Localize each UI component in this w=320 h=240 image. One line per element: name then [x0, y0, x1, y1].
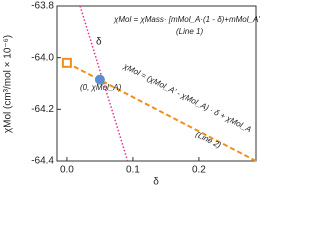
series-line — [79, 5, 129, 162]
chart: χMol (cm³/mol × 10⁻⁶) δ -64.4 -64.2 -64.0 -… — [3, 1, 260, 188]
series-line — [66, 61, 257, 162]
y-tick-label: -64.2 — [31, 104, 54, 115]
annotation: χMol = (χMol_A' - χMol_A) · δ + χMol_A — [121, 61, 253, 134]
x-axis-label: δ — [153, 177, 159, 188]
point-marker — [94, 74, 105, 85]
annotation: δ — [96, 37, 102, 48]
x-tick-label: 0.2 — [192, 165, 206, 176]
y-tick-label: -64.4 — [31, 156, 54, 167]
annotation: χMol = χMass· [mMol_A·(1 - δ)+mMol_A'·δ] — [113, 15, 260, 24]
annotation: (0, χMol_A) — [80, 83, 122, 92]
point-marker — [61, 57, 72, 68]
y-tick-label: -64.0 — [31, 52, 54, 63]
annotation: (Line 2) — [194, 130, 223, 150]
y-tick-label: -63.8 — [31, 1, 54, 12]
annotation: (Line 1) — [176, 27, 203, 36]
plot-frame — [56, 5, 257, 162]
x-tick-label: 0.1 — [126, 165, 140, 176]
x-tick-label: 0.0 — [60, 165, 74, 176]
y-axis-label: χMol (cm³/mol × 10⁻⁶) — [3, 35, 14, 133]
